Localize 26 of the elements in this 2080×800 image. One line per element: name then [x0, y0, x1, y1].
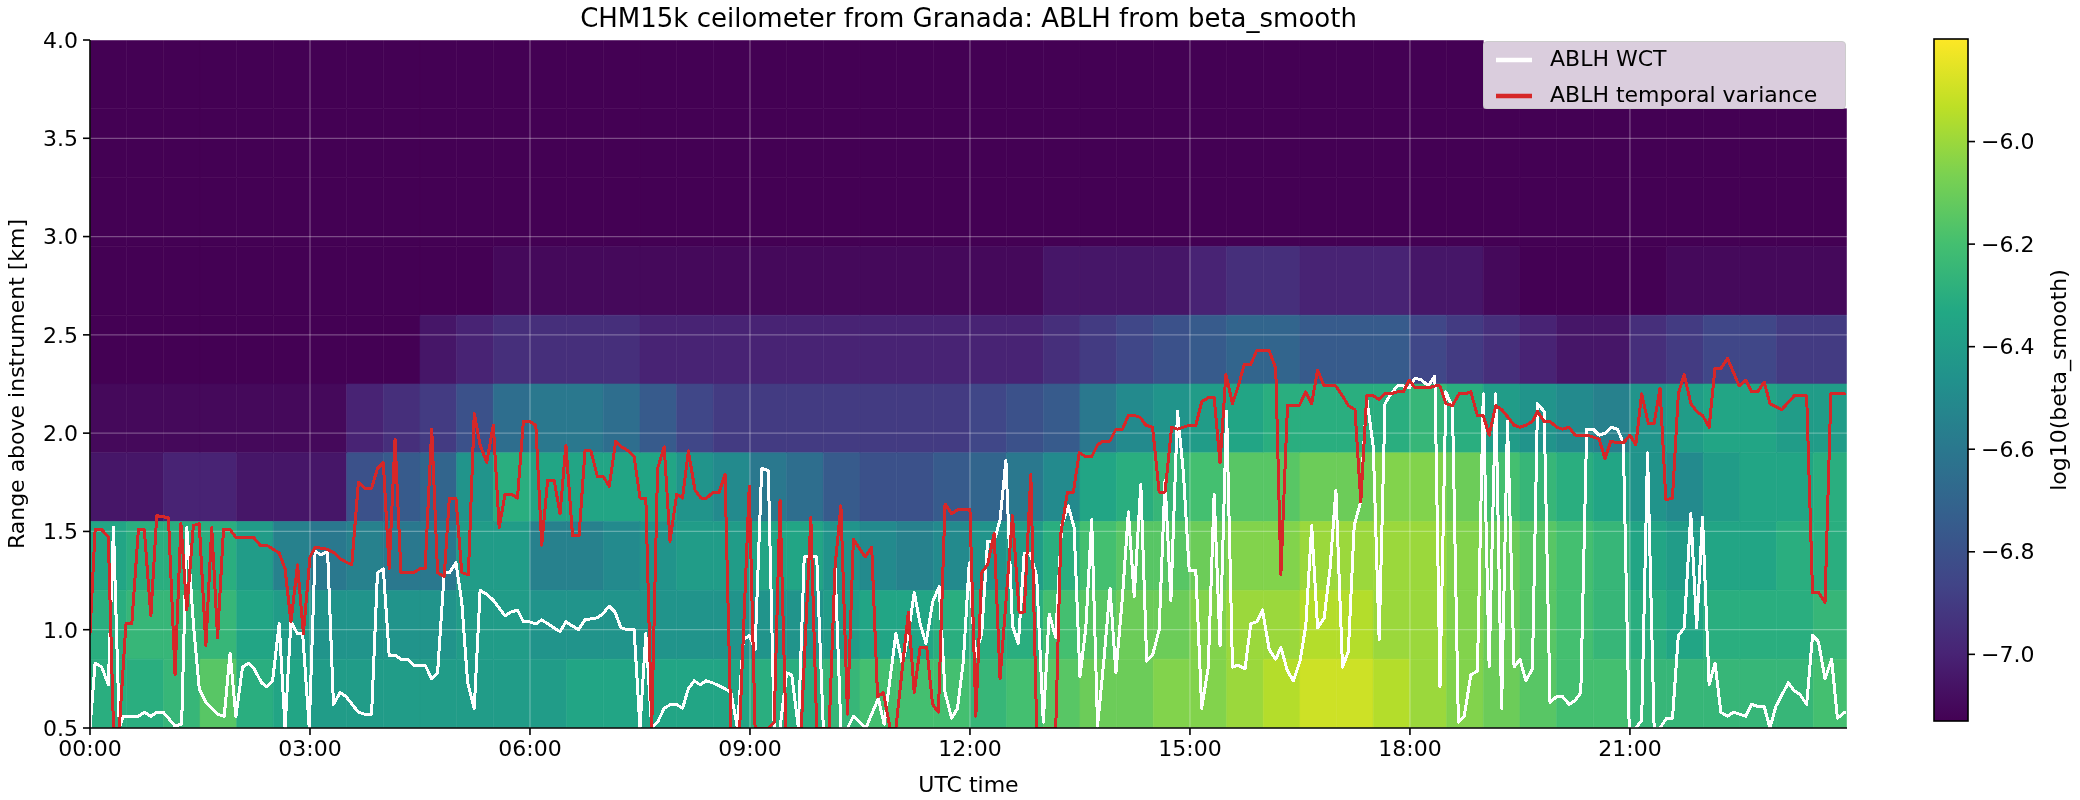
color-bar-label: −6.2: [1981, 231, 2035, 257]
y-tick-label: 3.5: [43, 126, 78, 152]
y-tick-label: 2.5: [43, 322, 78, 348]
x-tick-label: 12:00: [938, 735, 1002, 761]
color-bar-label: −6.8: [1981, 539, 2035, 565]
color-bar-label: −6.4: [1981, 334, 2035, 360]
chart-title: CHM15k ceilometer from Granada: ABLH from beta_smooth: [579, 3, 1358, 33]
x-tick-label: 06:00: [498, 735, 562, 761]
color-bar-title: log10(beta_smooth): [2045, 269, 2072, 491]
x-axis-title: UTC time: [918, 772, 1019, 797]
y-tick-label: 4.0: [43, 27, 78, 53]
y-tick-label: 1.0: [43, 617, 78, 643]
x-tick-label: 21:00: [1598, 735, 1662, 761]
color-bar-label: −6.0: [1981, 129, 2035, 155]
x-tick-label: 15:00: [1158, 735, 1222, 761]
legend-label: ABLH temporal variance: [1550, 82, 1818, 107]
color-bar-label: −6.6: [1981, 436, 2035, 462]
y-tick-label: 2.0: [43, 420, 78, 446]
x-tick-label: 03:00: [278, 735, 342, 761]
y-axis-title: Range above instrument [km]: [3, 218, 29, 550]
y-tick-label: 1.5: [43, 519, 78, 545]
color-bar-label: −7.0: [1981, 641, 2035, 667]
x-tick-label: 18:00: [1378, 735, 1442, 761]
x-tick-label: 09:00: [718, 735, 782, 761]
y-tick-label: 3.0: [43, 224, 78, 250]
legend-label: ABLH WCT: [1550, 46, 1667, 71]
